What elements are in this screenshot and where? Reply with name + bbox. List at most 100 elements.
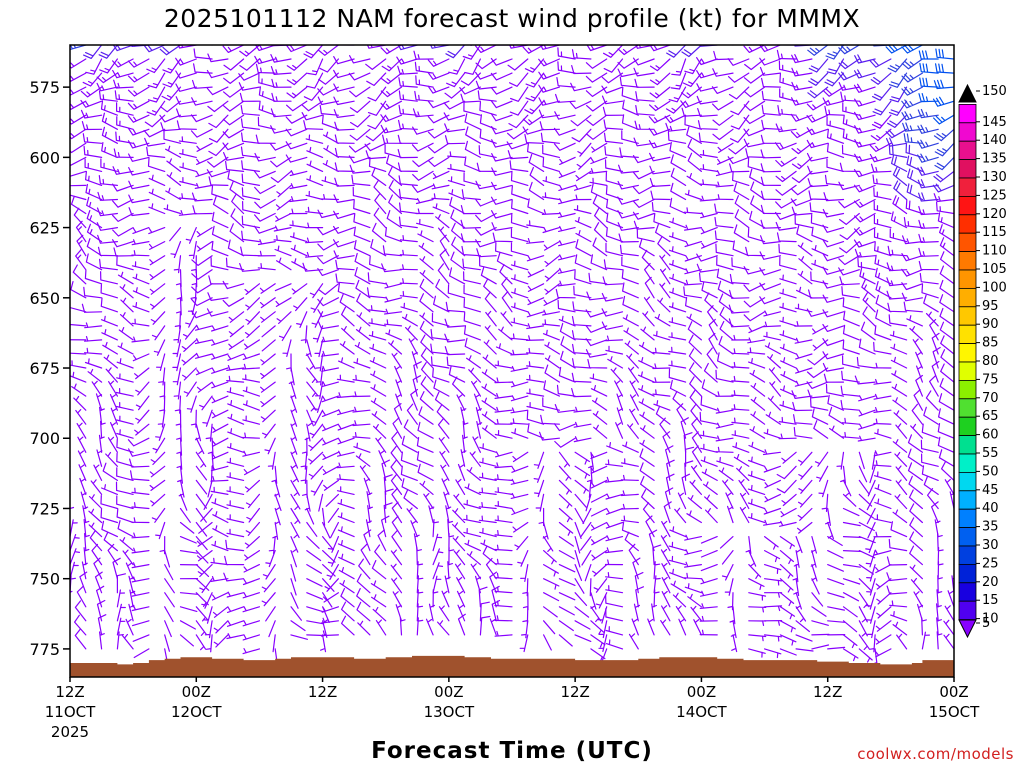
wind-barb — [901, 86, 923, 96]
wind-barb — [716, 268, 734, 285]
wind-barb — [372, 606, 387, 622]
wind-barb — [822, 338, 845, 347]
wind-barb — [541, 209, 560, 215]
wind-barb — [696, 83, 718, 92]
wind-barb — [162, 58, 182, 74]
wind-barb — [854, 111, 876, 121]
wind-barb — [661, 520, 671, 538]
wind-barb — [917, 124, 939, 134]
wind-barb — [854, 125, 876, 134]
wind-barb — [729, 273, 750, 285]
wind-barb — [174, 311, 182, 330]
wind-barb — [921, 283, 939, 299]
wind-barb — [661, 576, 671, 594]
wind-barb — [558, 550, 575, 560]
wind-barb — [687, 138, 702, 158]
wind-barb — [510, 260, 529, 271]
wind-barb — [491, 153, 513, 162]
wind-barb — [586, 45, 608, 52]
wind-barb — [384, 488, 394, 510]
wind-barb — [894, 451, 908, 467]
wind-barb — [775, 170, 797, 183]
wind-barb — [892, 195, 908, 215]
wind-barb — [719, 320, 734, 341]
wind-barb — [574, 216, 592, 229]
wind-barb — [227, 353, 245, 361]
wind-barb — [257, 263, 276, 271]
wind-barb — [892, 509, 908, 524]
wind-barb — [684, 240, 702, 248]
wind-barb — [356, 573, 371, 594]
wind-barb — [665, 100, 687, 114]
wind-barb — [838, 255, 860, 266]
wind-barb — [558, 634, 573, 647]
wind-barb — [713, 50, 734, 61]
wind-barb — [687, 152, 702, 172]
wind-barb — [509, 100, 529, 116]
wind-barb — [747, 347, 766, 355]
wind-barb — [191, 255, 213, 266]
wind-barb — [939, 307, 954, 327]
wind-barb — [82, 72, 103, 87]
wind-barb — [775, 123, 797, 133]
wind-barb — [761, 90, 781, 102]
wind-barb — [403, 489, 418, 510]
wind-barb — [854, 212, 876, 223]
wind-barb — [687, 495, 702, 510]
wind-barb — [131, 261, 150, 271]
wind-barb — [733, 224, 750, 243]
wind-barb — [147, 86, 166, 103]
wind-barb — [212, 409, 229, 419]
wind-barb — [858, 536, 876, 544]
wind-barb — [762, 449, 781, 456]
wind-barb — [70, 58, 71, 60]
wind-barb — [70, 506, 71, 510]
wind-barb — [131, 502, 150, 510]
wind-barb — [109, 394, 118, 411]
wind-barb — [306, 353, 316, 370]
wind-barb — [112, 212, 134, 222]
wind-barb — [412, 156, 434, 168]
wind-barb — [738, 479, 750, 495]
wind-barb — [716, 456, 734, 467]
wind-barb — [447, 176, 466, 186]
wind-barb — [541, 319, 560, 327]
wind-barb — [337, 512, 355, 524]
wind-barb — [70, 325, 71, 327]
wind-barb — [91, 380, 103, 397]
wind-barb — [193, 63, 213, 74]
wind-barb — [272, 634, 276, 653]
wind-barb — [107, 543, 118, 566]
wind-barb — [929, 318, 939, 341]
wind-barb — [731, 361, 750, 369]
wind-barb — [670, 580, 687, 594]
wind-barb — [617, 210, 639, 219]
wind-barb — [871, 114, 892, 129]
wind-barb — [573, 45, 576, 46]
wind-barb — [309, 283, 324, 299]
wind-barb — [839, 276, 860, 286]
wind-barb — [466, 355, 481, 369]
wind-barb — [590, 620, 605, 635]
wind-barb — [791, 184, 813, 196]
wind-barb — [628, 366, 639, 383]
wind-barb — [573, 285, 592, 299]
wind-barb — [590, 592, 597, 610]
wind-barb — [668, 302, 687, 313]
wind-barb — [169, 227, 182, 242]
wind-barb — [806, 114, 829, 123]
wind-barb — [448, 366, 466, 383]
wind-barb — [510, 478, 529, 485]
wind-barb — [494, 544, 513, 552]
wind-barb — [812, 325, 829, 335]
wind-barb — [425, 45, 434, 46]
wind-barb — [352, 432, 371, 439]
wind-barb — [96, 82, 118, 92]
wind-barb — [558, 211, 576, 218]
wind-barb — [127, 100, 150, 110]
wind-barb — [427, 58, 450, 67]
wind-barb — [305, 206, 324, 215]
wind-barb — [700, 536, 718, 544]
wind-barb — [779, 330, 797, 341]
wind-barb — [543, 592, 560, 602]
